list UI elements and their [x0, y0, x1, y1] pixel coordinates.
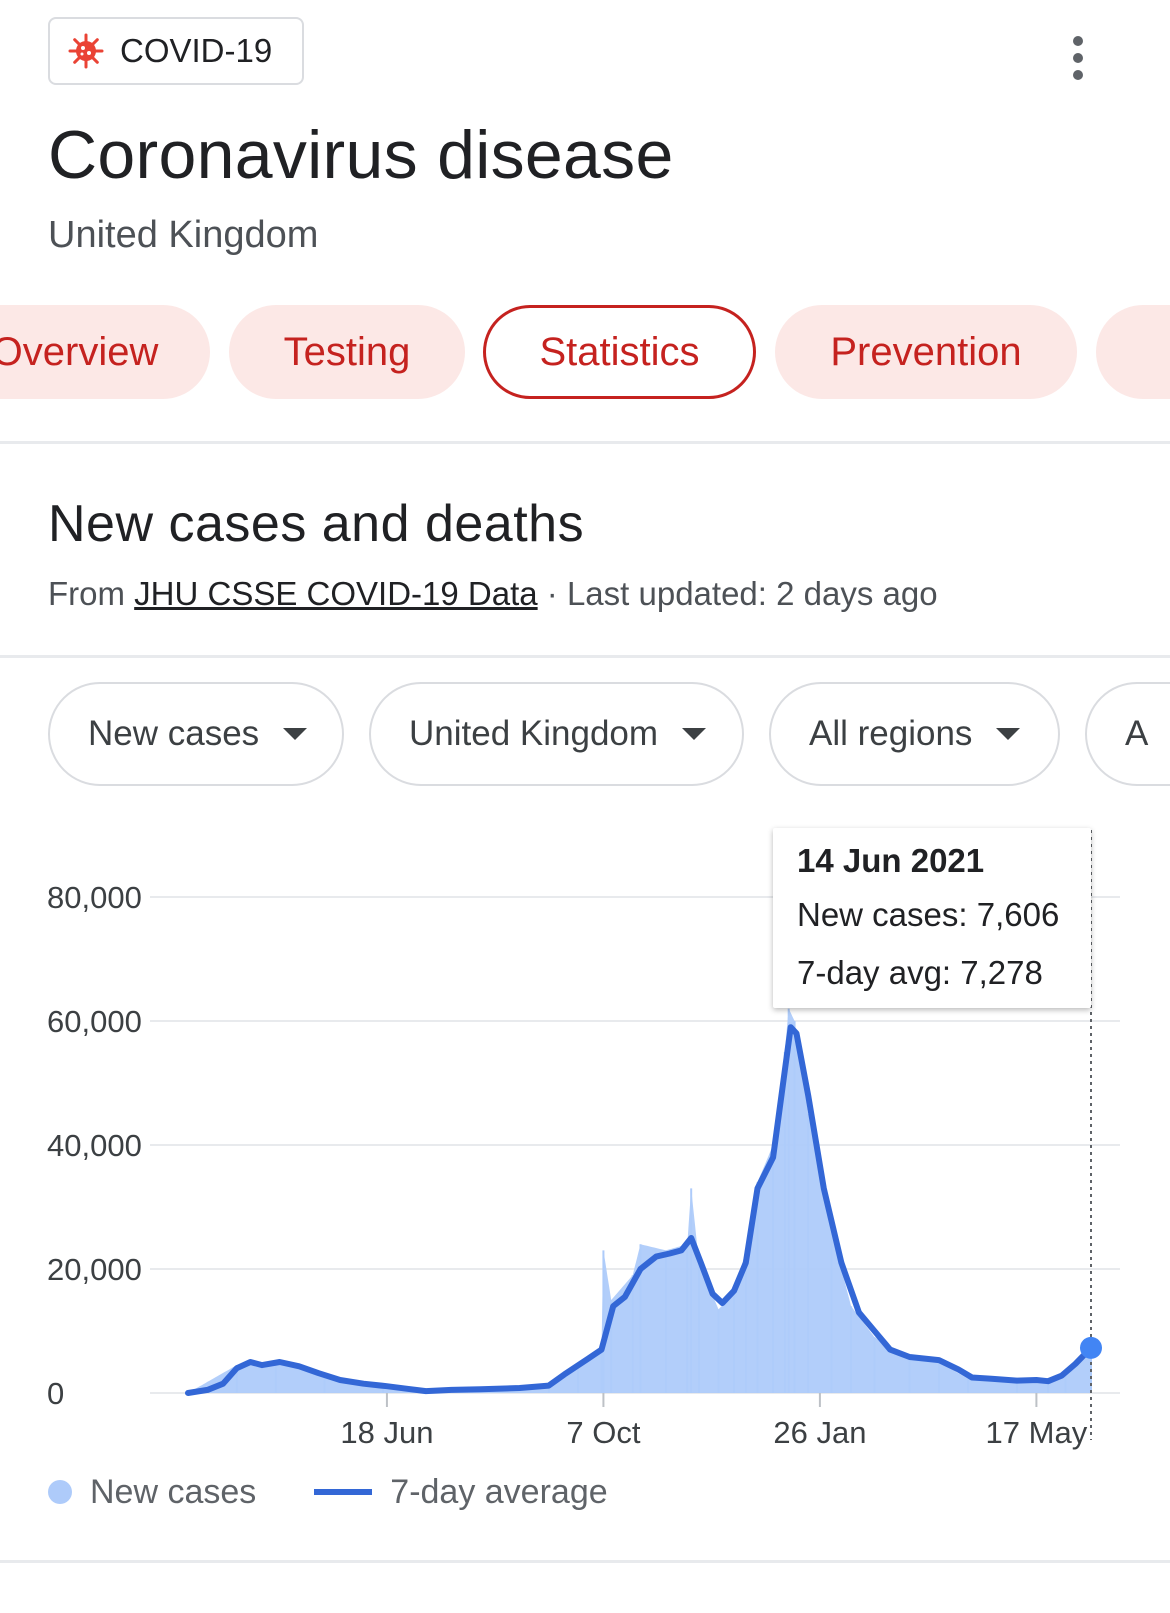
period-dropdown[interactable]: A: [1085, 682, 1170, 786]
legend-line-swatch: [314, 1489, 373, 1495]
caret-down-icon: [996, 728, 1021, 740]
divider: [0, 441, 1170, 444]
metric-dropdown-label: New cases: [88, 714, 260, 753]
caret-down-icon: [283, 728, 308, 740]
tab-testing[interactable]: Testing: [229, 305, 465, 399]
topic-chip-label: COVID-19: [120, 32, 273, 69]
cases-chart[interactable]: 0 20,000 40,000 60,000 80,000 18 Jun 7 Oct 26 …: [0, 820, 1170, 1460]
source-link[interactable]: JHU CSSE COVID-19 Data: [134, 575, 538, 612]
divider: [0, 655, 1170, 658]
x-tick-label: 18 Jun: [340, 1415, 433, 1450]
period-dropdown-label: A: [1125, 714, 1149, 753]
y-tick-label: 20,000: [47, 1252, 142, 1287]
y-tick-label: 40,000: [47, 1128, 142, 1163]
legend-bars-swatch: [48, 1480, 72, 1504]
source-prefix: From: [48, 575, 125, 612]
metric-dropdown[interactable]: New cases: [48, 682, 344, 786]
chart-legend: New cases 7-day average: [48, 1470, 608, 1514]
source-line: From JHU CSSE COVID-19 Data · Last updat…: [48, 575, 938, 613]
tab-bar: Overview Testing Statistics Prevention: [0, 305, 1170, 399]
virus-icon: [68, 33, 104, 69]
page-subtitle: United Kingdom: [48, 214, 319, 256]
x-tick-label: 17 May: [986, 1415, 1088, 1450]
tab-statistics[interactable]: Statistics: [483, 305, 756, 399]
seven-day-average-line: [185, 1024, 1094, 1396]
hover-point: [1080, 1336, 1102, 1359]
tooltip-new-cases: New cases: 7,606: [797, 896, 1060, 933]
y-tick-label: 0: [47, 1376, 64, 1411]
country-dropdown-label: United Kingdom: [409, 714, 659, 753]
legend-line-label: 7-day average: [390, 1472, 608, 1511]
divider: [0, 1560, 1170, 1563]
x-tick-label: 26 Jan: [773, 1415, 866, 1450]
tab-prevention[interactable]: Prevention: [775, 305, 1077, 399]
section-title: New cases and deaths: [48, 495, 585, 553]
legend-bars-label: New cases: [90, 1472, 257, 1511]
tooltip-average: 7-day avg: 7,278: [797, 954, 1043, 991]
x-tick-label: 7 Oct: [566, 1415, 640, 1450]
filter-bar: New cases United Kingdom All regions A: [0, 682, 1170, 788]
caret-down-icon: [682, 728, 707, 740]
more-vert-icon[interactable]: [1066, 36, 1090, 80]
y-tick-label: 80,000: [47, 880, 142, 915]
new-cases-bars: [188, 1008, 1091, 1393]
y-tick-label: 60,000: [47, 1004, 142, 1039]
chart-tooltip: 14 Jun 2021 New cases: 7,606 7-day avg: …: [773, 828, 1091, 1008]
topic-chip[interactable]: COVID-19: [48, 17, 304, 85]
region-dropdown-label: All regions: [809, 714, 973, 753]
country-dropdown[interactable]: United Kingdom: [369, 682, 744, 786]
page-title: Coronavirus disease: [48, 117, 674, 193]
tooltip-date: 14 Jun 2021: [797, 842, 985, 879]
tab-overview[interactable]: Overview: [0, 305, 210, 399]
region-dropdown[interactable]: All regions: [769, 682, 1060, 786]
tab-next[interactable]: [1096, 305, 1170, 399]
last-updated: · Last updated: 2 days ago: [546, 575, 938, 612]
